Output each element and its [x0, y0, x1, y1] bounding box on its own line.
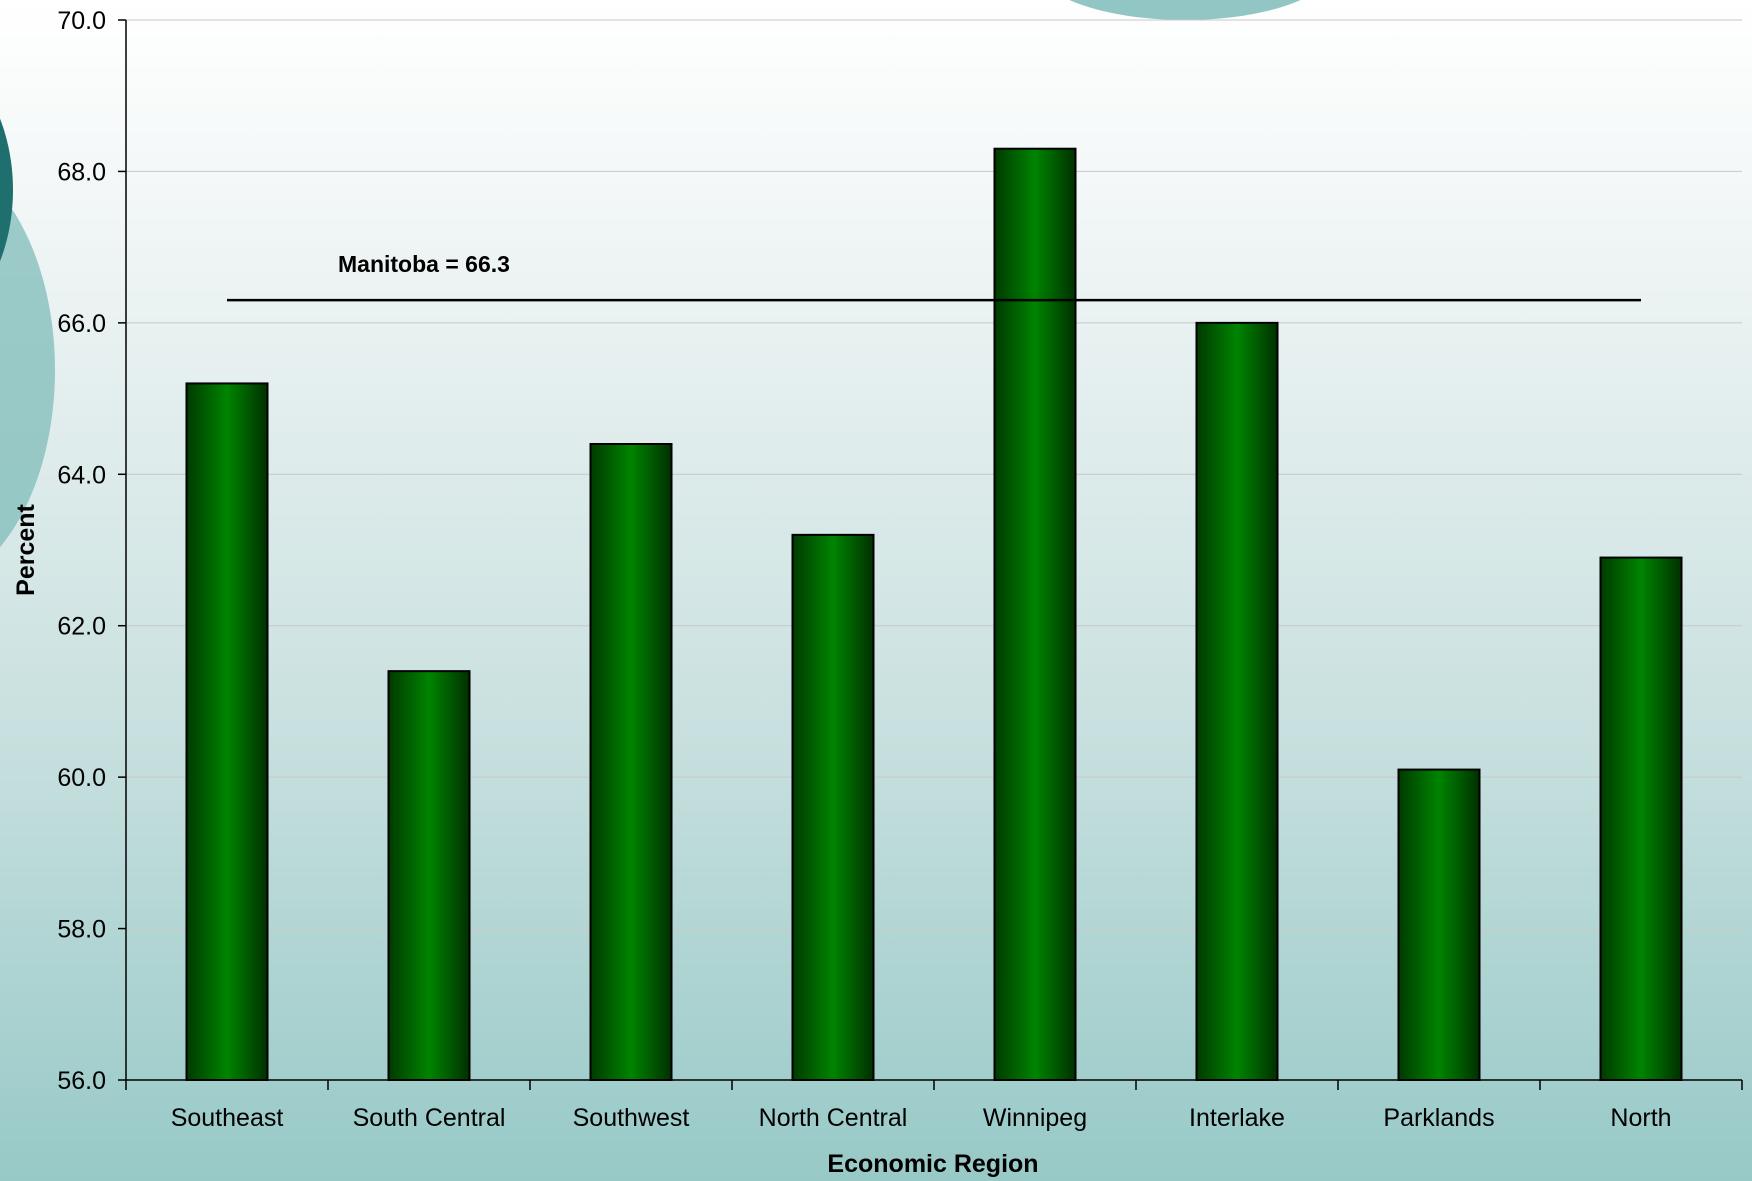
- y-tick-label: 68.0: [57, 158, 106, 186]
- y-tick-label: 64.0: [57, 461, 106, 489]
- bar-interlake: [1195, 321, 1279, 1082]
- bar-south-central: [387, 670, 471, 1082]
- x-tick-labels: Southeast South Central Southwest North Cen…: [171, 1104, 1672, 1132]
- x-tick-label: Southeast: [171, 1104, 284, 1132]
- x-tick-label: North Central: [759, 1104, 908, 1132]
- x-tick-label: Winnipeg: [983, 1104, 1087, 1132]
- y-axis-title: Percent: [12, 503, 40, 595]
- y-tick-label: 58.0: [57, 916, 106, 944]
- y-tick-labels: 56.0 58.0 60.0 62.0 64.0 66.0 68.0 70.0: [57, 7, 106, 1095]
- x-tick-label: Southwest: [573, 1104, 690, 1132]
- x-axis-title: Economic Region: [827, 1150, 1038, 1178]
- bar-parklands: [1397, 768, 1481, 1081]
- x-tick-label: North: [1610, 1104, 1671, 1132]
- bar-southwest: [589, 443, 673, 1081]
- bar-north: [1599, 556, 1683, 1081]
- y-tick-label: 56.0: [57, 1067, 106, 1095]
- bar-southeast: [185, 382, 269, 1081]
- decoration-swoosh-top: [1069, 0, 1301, 20]
- reference-line-label: Manitoba = 66.3: [338, 251, 510, 277]
- bar-north-central: [791, 533, 875, 1081]
- decoration-swoosh-left-dark: [0, 118, 13, 262]
- background-decoration: [0, 0, 1301, 548]
- x-tick-label: Interlake: [1189, 1104, 1285, 1132]
- y-tick-label: 66.0: [57, 310, 106, 338]
- x-tick-label: South Central: [353, 1104, 506, 1132]
- bars: [185, 147, 1683, 1082]
- y-tick-label: 70.0: [57, 7, 106, 35]
- x-tick-label: Parklands: [1383, 1104, 1494, 1132]
- decoration-swoosh-left: [0, 192, 55, 548]
- y-tick-label: 62.0: [57, 613, 106, 641]
- gridlines: [126, 19, 1742, 930]
- y-tick-label: 60.0: [57, 764, 106, 792]
- bar-winnipeg: [993, 147, 1077, 1081]
- axes: [118, 19, 1743, 1090]
